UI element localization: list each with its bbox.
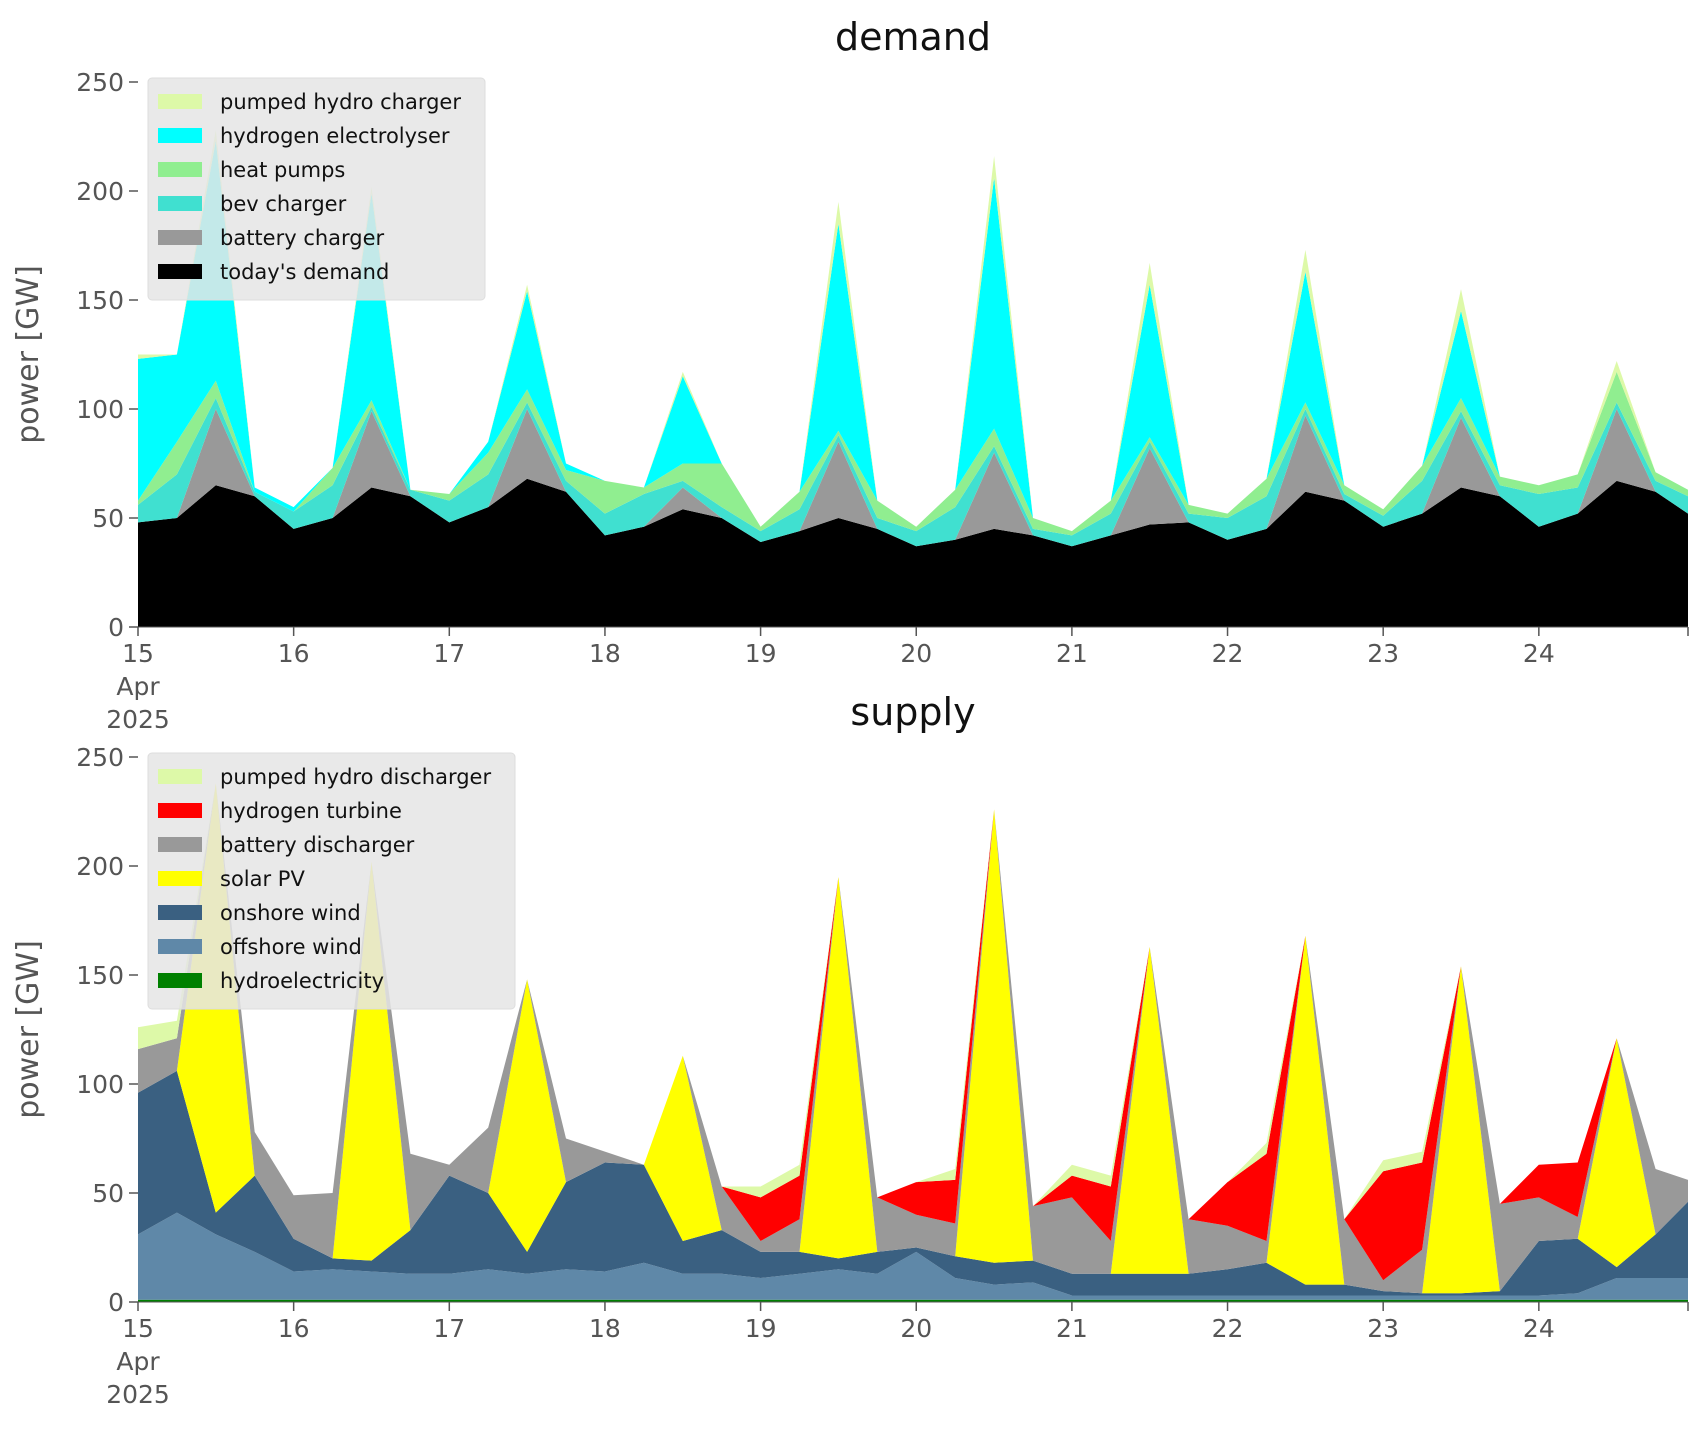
y-tick-label: 50 — [92, 1179, 124, 1208]
legend-swatch — [158, 769, 202, 784]
y-tick-label: 0 — [108, 1288, 124, 1317]
x-tick-label: 2025 — [106, 1380, 170, 1409]
x-tick-label: 18 — [589, 639, 621, 668]
y-tick-label: 250 — [76, 68, 124, 97]
legend-label: hydrogen turbine — [220, 799, 402, 823]
legend-swatch — [158, 128, 202, 143]
x-tick-label: 19 — [745, 1314, 777, 1343]
area-hydroelectricity — [138, 1299, 1688, 1302]
areas — [138, 130, 1688, 627]
x-tick-label: 23 — [1367, 1314, 1399, 1343]
area-onshore-wind — [138, 1070, 1688, 1296]
legend-label: hydrogen electrolyser — [220, 124, 450, 148]
legend-label: today's demand — [220, 260, 389, 284]
legend-swatch — [158, 162, 202, 177]
area-battery-charger — [138, 409, 1688, 547]
x-tick-label: 24 — [1523, 639, 1555, 668]
legend-swatch — [158, 837, 202, 852]
x-tick-label: Apr — [116, 672, 160, 701]
x-tick-label: 15 — [122, 639, 154, 668]
chart-title: demand — [835, 15, 991, 59]
x-tick-label: 24 — [1523, 1314, 1555, 1343]
y-tick-label: 200 — [76, 177, 124, 206]
legend-label: hydroelectricity — [220, 969, 384, 993]
legend-swatch — [158, 905, 202, 920]
area-heat-pumps — [138, 371, 1688, 536]
legend-swatch — [158, 871, 202, 886]
legend-label: onshore wind — [220, 901, 361, 925]
areas — [138, 783, 1688, 1302]
legend-swatch — [158, 196, 202, 211]
y-tick-label: 100 — [76, 1070, 124, 1099]
y-axis-label: power [GW] — [11, 940, 46, 1119]
x-tick-label: 15 — [122, 1314, 154, 1343]
y-tick-label: 100 — [76, 395, 124, 424]
x-tick-label: 22 — [1212, 639, 1244, 668]
legend-label: heat pumps — [220, 158, 345, 182]
x-tick-label: 21 — [1056, 639, 1088, 668]
legend-label: solar PV — [220, 867, 305, 891]
legend-box — [147, 77, 486, 301]
x-tick-label: 23 — [1367, 639, 1399, 668]
area-offshore-wind — [138, 1212, 1688, 1300]
legend-box — [147, 752, 516, 1010]
legend-swatch — [158, 264, 202, 279]
y-tick-label: 150 — [76, 286, 124, 315]
x-tick-label: 22 — [1212, 1314, 1244, 1343]
legend: pumped hydro discharger hydrogen turbine b… — [147, 752, 516, 1010]
x-tick-label: 17 — [433, 1314, 465, 1343]
x-tick-label: 17 — [433, 639, 465, 668]
x-tick-label: 2025 — [106, 705, 170, 734]
legend-label: pumped hydro charger — [220, 90, 461, 114]
chart-title: supply — [850, 690, 975, 734]
legend-label: pumped hydro discharger — [220, 765, 491, 789]
x-tick-label: 16 — [278, 1314, 310, 1343]
y-tick-label: 0 — [108, 613, 124, 642]
legend: pumped hydro charger hydrogen electrolyse… — [147, 77, 486, 301]
y-axis-label: power [GW] — [11, 265, 46, 444]
x-tick-label: Apr — [116, 1347, 160, 1376]
legend-swatch — [158, 230, 202, 245]
demand-chart: demand power [GW] 0 50 100 150 200 250 15 Apr 2025… — [11, 15, 1689, 734]
legend-swatch — [158, 803, 202, 818]
x-tick-label: 20 — [900, 639, 932, 668]
area-today-s-demand — [138, 478, 1688, 627]
x-tick-label: 21 — [1056, 1314, 1088, 1343]
y-tick-label: 150 — [76, 961, 124, 990]
area-battery-discharger — [138, 783, 1688, 1294]
legend-label: offshore wind — [220, 935, 362, 959]
legend-swatch — [158, 973, 202, 988]
y-tick-label: 50 — [92, 504, 124, 533]
legend-label: battery charger — [220, 226, 385, 250]
x-tick-label: 19 — [745, 639, 777, 668]
legend-swatch — [158, 939, 202, 954]
x-tick-label: 20 — [900, 1314, 932, 1343]
legend-label: battery discharger — [220, 833, 415, 857]
x-tick-label: 18 — [589, 1314, 621, 1343]
y-tick-label: 200 — [76, 852, 124, 881]
area-solar-pv — [138, 783, 1688, 1294]
supply-chart: supply power [GW] 0 50 100 150 200 250 15 Apr 2025… — [11, 690, 1689, 1409]
x-tick-label: 16 — [278, 639, 310, 668]
legend-label: bev charger — [220, 192, 347, 216]
legend-swatch — [158, 94, 202, 109]
y-tick-label: 250 — [76, 743, 124, 772]
